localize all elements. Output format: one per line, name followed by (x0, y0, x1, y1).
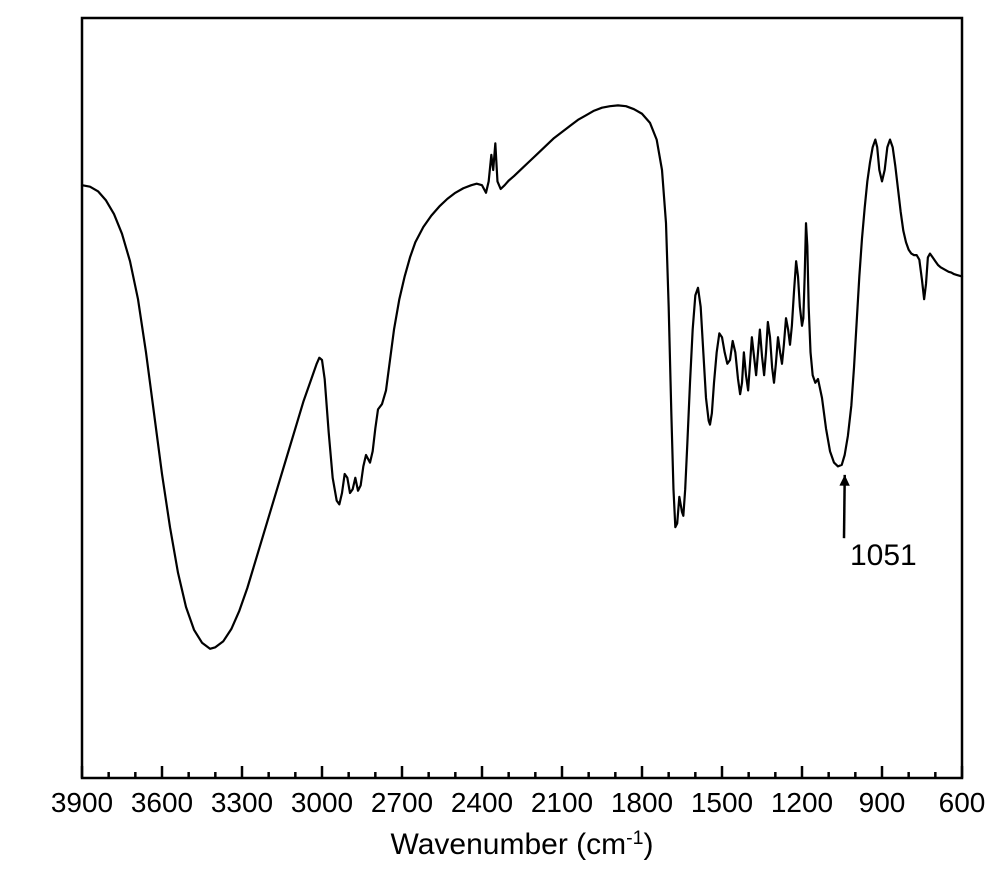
x-tick-label: 3000 (291, 787, 353, 818)
ir-spectrum-chart: 3900 3600 3300 3000 2700 2400 2100 1800 1500 1200… (0, 0, 1000, 871)
x-tick-label: 2700 (371, 787, 433, 818)
x-tick-label: 2400 (451, 787, 513, 818)
x-tick-label: 2100 (531, 787, 593, 818)
x-tick-label: 900 (859, 787, 906, 818)
annotation-label: 1051 (850, 539, 917, 572)
chart-background (0, 0, 1000, 871)
x-axis-label: Wavenumber (cm-1) (391, 827, 654, 861)
x-tick-label: 3600 (131, 787, 193, 818)
x-tick-label: 600 (939, 787, 986, 818)
x-tick-label: 3900 (51, 787, 113, 818)
x-tick-label: 1200 (771, 787, 833, 818)
x-tick-label: 1800 (611, 787, 673, 818)
x-tick-label: 3300 (211, 787, 273, 818)
x-tick-label: 1500 (691, 787, 753, 818)
